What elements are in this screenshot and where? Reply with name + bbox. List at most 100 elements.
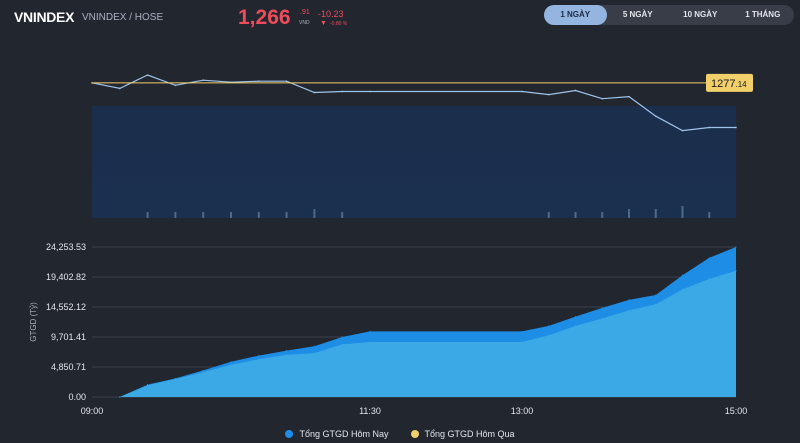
price-point	[628, 95, 630, 98]
reference-line-group: 1277.14	[92, 73, 753, 92]
volume-bar	[628, 209, 630, 218]
volume-bar	[574, 212, 577, 218]
point-yesterday	[174, 378, 176, 380]
x-tick-label: 09:00	[81, 406, 104, 416]
price-point	[547, 93, 550, 96]
point-today	[574, 315, 577, 318]
legend-label-today: Tổng GTGD Hôm Nay	[299, 429, 389, 439]
y-tick-label: 24,253.53	[46, 242, 86, 252]
price-panel-bg	[92, 106, 736, 218]
price-point	[574, 89, 577, 92]
point-yesterday	[369, 341, 371, 343]
point-today	[735, 246, 737, 248]
point-yesterday	[119, 396, 121, 398]
price-decimal: .91	[300, 9, 310, 16]
tab-1-month[interactable]: 1 THÁNG	[745, 10, 781, 19]
price-point	[681, 129, 684, 132]
price-point	[258, 80, 260, 82]
point-today	[286, 350, 288, 352]
point-today	[341, 336, 343, 338]
legend-dot-yesterday	[410, 430, 419, 438]
price-unit: VND	[299, 20, 310, 26]
reference-label: 1277.14	[711, 78, 747, 90]
volume-bar	[146, 212, 149, 218]
legend-item-yesterday[interactable]: Tổng GTGD Hôm Qua	[410, 426, 515, 442]
volume-bars	[146, 206, 711, 218]
index-symbol: VNINDEX	[14, 9, 75, 25]
trading-value-chart	[92, 246, 737, 398]
point-yesterday	[601, 317, 603, 320]
point-today	[708, 257, 710, 259]
y-tick-label: 9,701.41	[51, 332, 86, 342]
point-yesterday	[735, 270, 737, 272]
reference-label-bg	[706, 73, 753, 92]
price-point	[654, 115, 657, 117]
point-today	[313, 345, 315, 347]
price-point	[146, 74, 149, 76]
price-point	[735, 126, 737, 129]
volume-bar	[230, 212, 232, 218]
price-point	[313, 91, 316, 94]
y-axis-title: GTGD (Tỷ)	[29, 302, 38, 342]
price-point	[202, 79, 204, 81]
exchange-label: VNINDEX / HOSE	[82, 12, 164, 23]
price-point	[285, 80, 288, 82]
point-today	[369, 330, 371, 333]
point-yesterday	[548, 334, 550, 336]
point-yesterday	[574, 325, 577, 327]
point-yesterday	[521, 341, 523, 343]
legend-label-yesterday: Tổng GTGD Hôm Qua	[424, 429, 515, 439]
volume-bar	[547, 212, 550, 218]
volume-bar	[313, 209, 316, 218]
volume-bar	[174, 212, 177, 218]
point-today	[521, 330, 523, 333]
y-tick-label: 14,552.12	[46, 302, 86, 312]
y-tick-label: 0.00	[68, 392, 86, 402]
change-percent: -0.80 %	[330, 21, 348, 27]
chart-legend: Tổng GTGD Hôm Nay Tổng GTGD Hôm Qua	[0, 426, 800, 442]
point-yesterday	[628, 309, 630, 312]
point-yesterday	[341, 343, 343, 346]
point-today	[202, 369, 204, 372]
volume-bar	[708, 212, 711, 218]
point-yesterday	[708, 278, 710, 280]
x-tick-label: 15:00	[725, 406, 748, 416]
point-today	[628, 299, 630, 301]
tab-1-day[interactable]: 1 NGÀY	[544, 5, 607, 25]
point-yesterday	[147, 384, 149, 386]
volume-bar	[257, 212, 260, 218]
price-value: 1,266	[238, 6, 291, 29]
price-point	[708, 126, 711, 129]
volume-bar	[601, 212, 604, 218]
area-yesterday	[119, 270, 737, 397]
point-today	[681, 274, 684, 276]
price-point	[521, 90, 523, 93]
tab-5-days[interactable]: 5 NGÀY	[622, 10, 653, 19]
market-chart: 1277.14 0.00 4,850.71 9,701.41 14,552.12 19,…	[29, 73, 753, 416]
axis-labels: 0.00 4,850.71 9,701.41 14,552.12 19,402.82 24…	[29, 242, 747, 416]
period-tabs: 1 NGÀY 5 NGÀY 10 NGÀY 1 THÁNG	[544, 5, 794, 25]
change-value: -10.23	[318, 9, 344, 19]
volume-bar	[285, 212, 288, 218]
point-yesterday	[313, 352, 315, 354]
point-yesterday	[681, 288, 684, 290]
volume-bar	[681, 206, 684, 218]
legend-item-today[interactable]: Tổng GTGD Hôm Nay	[285, 426, 389, 442]
price-point	[341, 90, 344, 93]
x-tick-label: 11:30	[359, 406, 381, 416]
legend-dot-today	[285, 430, 294, 438]
volume-bar	[654, 209, 657, 218]
point-yesterday	[286, 354, 288, 356]
point-yesterday	[202, 371, 204, 373]
y-tick-label: 4,850.71	[51, 362, 86, 372]
price-point	[369, 90, 371, 93]
point-today	[655, 294, 657, 296]
y-tick-label: 19,402.82	[46, 272, 86, 282]
volume-bar	[202, 212, 205, 218]
price-point	[119, 87, 121, 90]
point-yesterday	[230, 364, 232, 366]
point-yesterday	[258, 358, 260, 360]
volume-bar	[341, 212, 344, 218]
tab-10-days[interactable]: 10 NGÀY	[683, 10, 718, 19]
point-yesterday	[655, 303, 657, 305]
